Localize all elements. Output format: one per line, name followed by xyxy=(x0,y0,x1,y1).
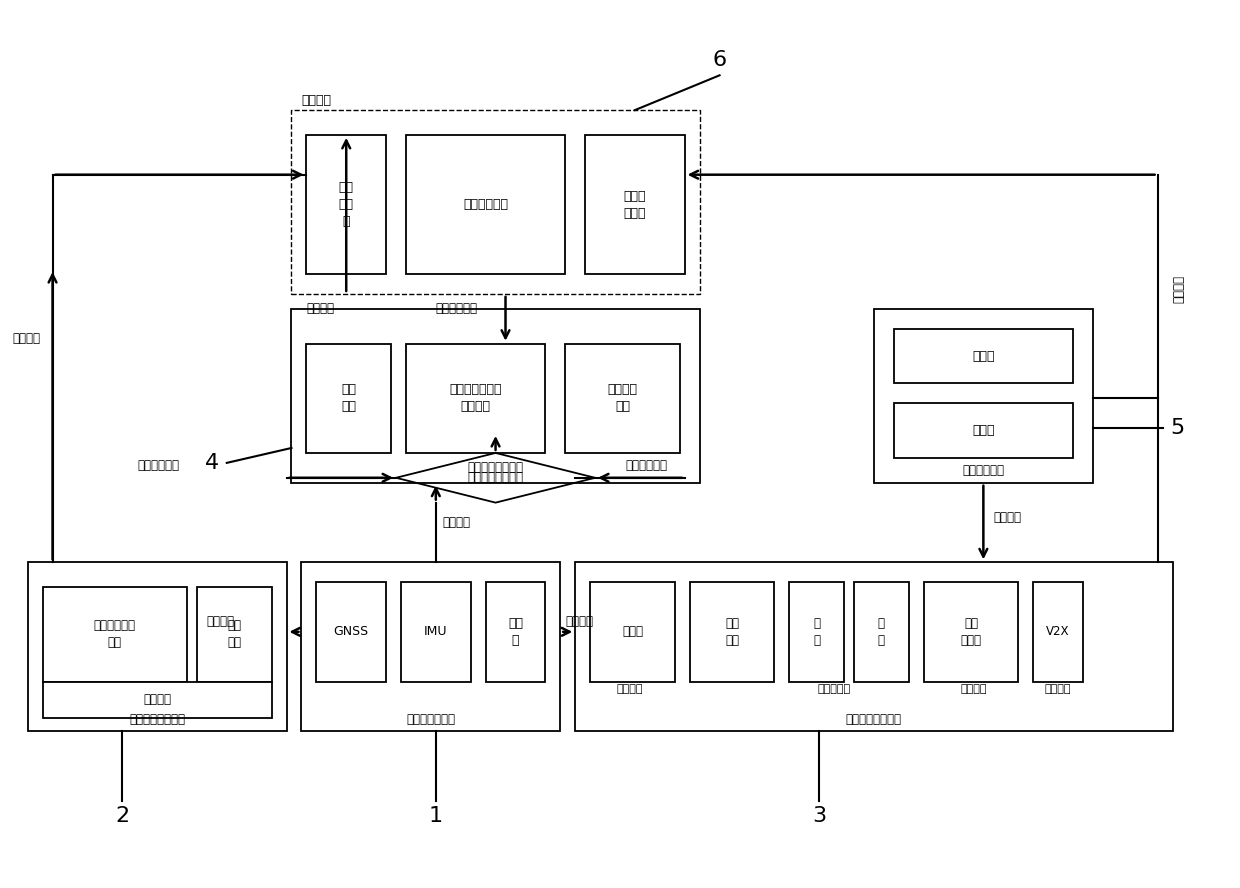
FancyBboxPatch shape xyxy=(924,583,1018,681)
Text: 数据同步: 数据同步 xyxy=(12,332,41,345)
FancyBboxPatch shape xyxy=(27,562,286,731)
FancyBboxPatch shape xyxy=(42,587,187,681)
Text: IMU: IMU xyxy=(424,625,448,638)
Text: 车身数据: 车身数据 xyxy=(960,685,987,694)
Text: 驾驶环境感知单元: 驾驶环境感知单元 xyxy=(846,713,901,725)
FancyBboxPatch shape xyxy=(291,309,699,483)
Text: 多源数据融合分析: 多源数据融合分析 xyxy=(467,472,523,484)
Text: 网联数据: 网联数据 xyxy=(1045,685,1071,694)
FancyBboxPatch shape xyxy=(301,562,560,731)
Text: 4: 4 xyxy=(205,453,219,473)
FancyBboxPatch shape xyxy=(42,681,272,718)
FancyBboxPatch shape xyxy=(486,583,546,681)
FancyBboxPatch shape xyxy=(874,309,1092,483)
Text: 6: 6 xyxy=(713,51,727,70)
Text: 地图匹配识别单元: 地图匹配识别单元 xyxy=(129,713,185,725)
Text: 1: 1 xyxy=(429,805,443,826)
Text: 驾驶员数据: 驾驶员数据 xyxy=(817,685,851,694)
FancyBboxPatch shape xyxy=(585,135,684,274)
Text: 车身域: 车身域 xyxy=(972,424,994,437)
FancyBboxPatch shape xyxy=(1033,583,1083,681)
Text: 定位数据: 定位数据 xyxy=(443,516,471,529)
FancyBboxPatch shape xyxy=(405,344,546,453)
Text: 5: 5 xyxy=(1171,418,1184,438)
FancyBboxPatch shape xyxy=(291,110,699,294)
Text: 里程
计: 里程 计 xyxy=(508,617,523,646)
FancyBboxPatch shape xyxy=(575,562,1173,731)
Text: 云服务器: 云服务器 xyxy=(301,94,331,107)
Text: 高精地图数据: 高精地图数据 xyxy=(138,459,179,472)
Text: 3: 3 xyxy=(812,805,826,826)
FancyBboxPatch shape xyxy=(197,587,272,681)
FancyBboxPatch shape xyxy=(894,403,1073,458)
Text: 道路数据: 道路数据 xyxy=(616,685,644,694)
Text: 激光
雷达: 激光 雷达 xyxy=(725,617,739,646)
Text: 定位数据: 定位数据 xyxy=(565,615,593,629)
FancyBboxPatch shape xyxy=(306,135,386,274)
Text: 数据采集: 数据采集 xyxy=(993,511,1022,524)
FancyBboxPatch shape xyxy=(894,329,1073,384)
Text: 动态数据融合
处理: 动态数据融合 处理 xyxy=(94,619,135,649)
Text: 位置
配准: 位置 配准 xyxy=(227,619,242,649)
Text: 车身
传感器: 车身 传感器 xyxy=(961,617,981,646)
Text: 协同控制中心: 协同控制中心 xyxy=(463,198,508,211)
Text: 手
势: 手 势 xyxy=(878,617,885,646)
Text: 2: 2 xyxy=(115,805,129,826)
Text: 行驶行为
监管: 行驶行为 监管 xyxy=(608,384,637,413)
Text: 环境数据采集: 环境数据采集 xyxy=(625,459,667,472)
Text: 云控命令下发: 云控命令下发 xyxy=(435,302,477,315)
Text: 语
音: 语 音 xyxy=(813,617,820,646)
FancyBboxPatch shape xyxy=(854,583,909,681)
Text: 动力域: 动力域 xyxy=(972,350,994,362)
FancyBboxPatch shape xyxy=(590,583,675,681)
Text: 地图
数据
库: 地图 数据 库 xyxy=(339,181,353,228)
Text: 数据更新: 数据更新 xyxy=(306,302,335,315)
Text: 智慧交
通数据: 智慧交 通数据 xyxy=(624,189,646,219)
FancyBboxPatch shape xyxy=(565,344,680,453)
FancyBboxPatch shape xyxy=(316,583,386,681)
FancyBboxPatch shape xyxy=(789,583,844,681)
Text: V2X: V2X xyxy=(1047,625,1070,638)
Text: 数据交互: 数据交互 xyxy=(1173,275,1185,303)
FancyBboxPatch shape xyxy=(405,135,565,274)
Text: GNSS: GNSS xyxy=(334,625,368,638)
Text: 摄像头: 摄像头 xyxy=(622,625,644,638)
Text: 车身通信单元: 车身通信单元 xyxy=(962,464,1004,478)
Text: 数据
存储: 数据 存储 xyxy=(341,384,356,413)
Text: 地图数据: 地图数据 xyxy=(143,694,171,706)
FancyBboxPatch shape xyxy=(306,344,391,453)
Text: 车路协同控制单元: 车路协同控制单元 xyxy=(467,462,523,474)
Text: 驾驶环境分析与
决策判定: 驾驶环境分析与 决策判定 xyxy=(449,384,502,413)
FancyBboxPatch shape xyxy=(689,583,774,681)
Text: 高精度定位单元: 高精度定位单元 xyxy=(407,713,455,725)
Text: 定位数据: 定位数据 xyxy=(207,615,234,629)
FancyBboxPatch shape xyxy=(401,583,471,681)
